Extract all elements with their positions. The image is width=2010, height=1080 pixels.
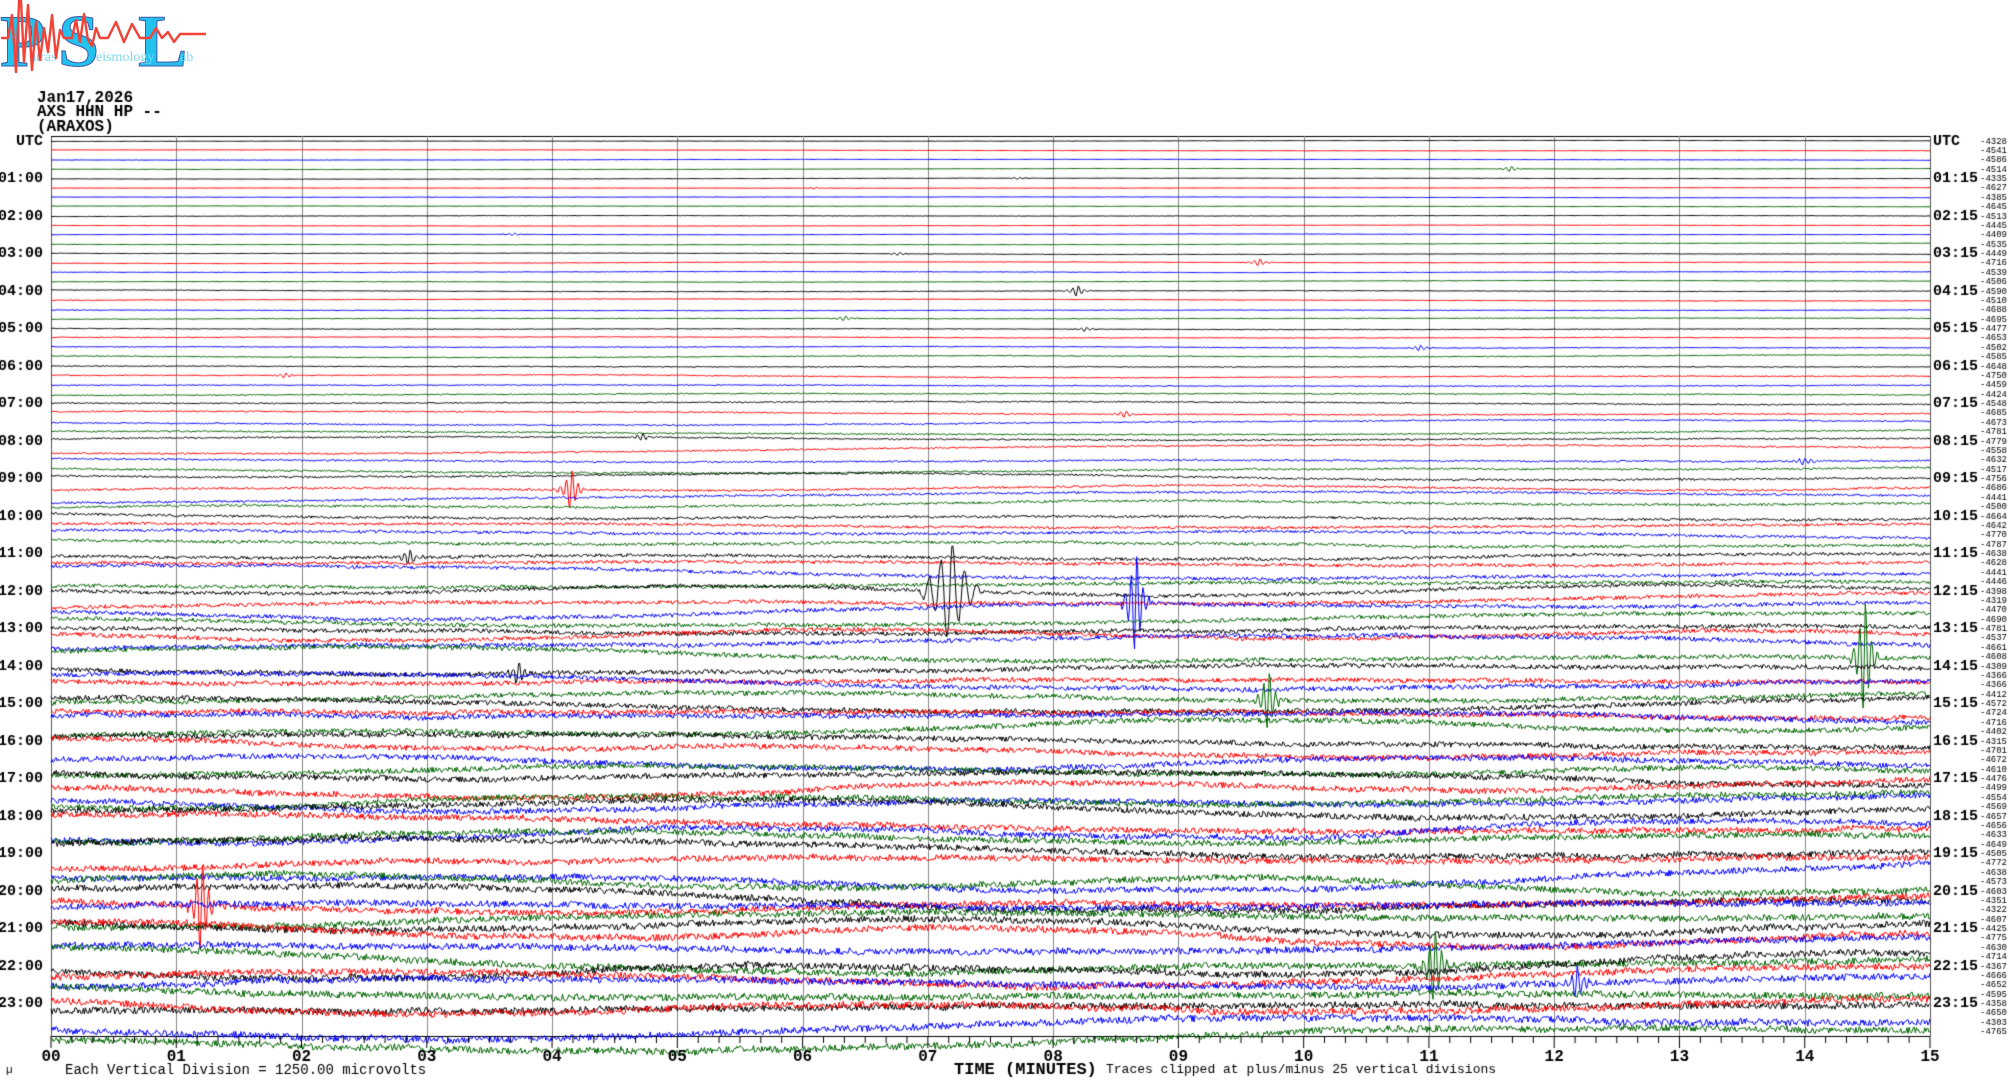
svg-text:L: L xyxy=(138,1,187,83)
svg-text:ab: ab xyxy=(180,50,193,65)
svg-text:eismology: eismology xyxy=(96,50,154,65)
